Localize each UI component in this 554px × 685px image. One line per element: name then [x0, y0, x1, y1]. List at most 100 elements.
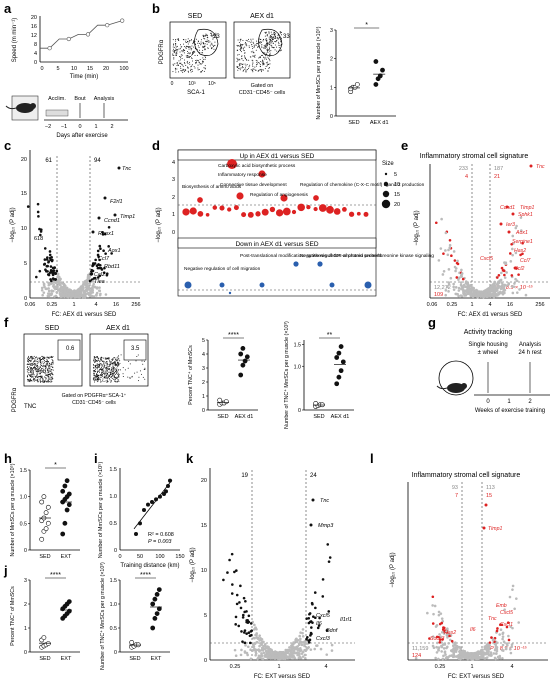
- k-gene-point: [272, 654, 275, 658]
- e-gene-point: [456, 292, 459, 296]
- f-flow-event: [93, 373, 95, 375]
- b-flow-event: [270, 43, 272, 45]
- i-r2: R² = 0.608: [148, 532, 174, 538]
- f-flow-event: [100, 366, 102, 368]
- l-gene-point: [455, 655, 458, 658]
- i-data-point: [150, 500, 154, 504]
- f-flow-event: [51, 373, 53, 375]
- i-xtick: 0: [118, 554, 121, 560]
- f-flow-event: [45, 357, 47, 359]
- f-flow-event: [33, 355, 35, 357]
- b-flow-event: [172, 44, 174, 46]
- timeline-xlabel: Days after exercise: [56, 133, 108, 139]
- b-flow-event: [193, 51, 195, 53]
- c-gene-point: [85, 281, 89, 284]
- b-flow-event: [270, 36, 272, 38]
- b-flow-event: [195, 43, 197, 45]
- f-flow-event: [96, 381, 98, 383]
- k-gene-point: [243, 651, 247, 654]
- j1-sig: ****: [50, 572, 61, 579]
- e-gene-point: [508, 252, 512, 255]
- f-flow-event: [97, 374, 99, 376]
- f-flow-event: [36, 363, 38, 365]
- e-gene-label: Timp1: [520, 205, 534, 211]
- c-gene-point: [54, 272, 57, 275]
- b-flow-event: [244, 43, 246, 45]
- b-flow-event: [188, 48, 190, 50]
- f2-xtick: SED: [313, 414, 324, 420]
- f-flow-event: [27, 375, 29, 377]
- d-ytick: 0: [172, 230, 175, 236]
- f-flow-event: [96, 374, 98, 376]
- i-ytick: 1.0: [109, 494, 117, 500]
- timeline-tick: 2: [110, 124, 113, 130]
- e-gene-point: [455, 261, 459, 265]
- f-flow-event: [100, 363, 102, 365]
- b-flow-event: [266, 40, 268, 42]
- b-flow-event: [192, 40, 194, 42]
- b-flow-event: [241, 67, 243, 69]
- b-flow-event: [275, 33, 277, 35]
- b-flow-event: [278, 42, 280, 44]
- l-gene-point: [501, 643, 505, 647]
- f-flow-event: [114, 370, 116, 372]
- k-gene-point: [295, 647, 299, 651]
- f-flow-event: [144, 378, 146, 380]
- b-flow-event: [204, 43, 206, 45]
- g-label-single-housing: Single housing: [468, 342, 507, 348]
- b-flow-event: [183, 59, 185, 61]
- b-flow-event: [266, 63, 268, 65]
- b-flow-event: [254, 55, 256, 57]
- f-flow-event: [51, 381, 53, 383]
- f-flow-event: [106, 370, 108, 372]
- f-flow-event: [35, 361, 37, 363]
- f-flow-event: [99, 368, 101, 370]
- f-flow-event: [38, 357, 40, 359]
- e-gene-label: Tnc: [536, 164, 545, 170]
- c-gene-point: [91, 291, 95, 294]
- b-flow-plot-sed: [169, 21, 227, 79]
- e-gene-point: [442, 252, 445, 255]
- c-gene-point: [110, 252, 113, 255]
- f-flow-event: [101, 371, 103, 373]
- b-flow-event: [267, 50, 269, 52]
- b-flow-event: [211, 32, 213, 34]
- f-flow-event: [49, 366, 51, 368]
- f-flow-event: [118, 358, 120, 360]
- k-gene-point: [284, 657, 287, 660]
- b-flow-event: [202, 34, 204, 36]
- b-flow-event: [277, 41, 279, 43]
- j2-xtick: SED: [129, 656, 140, 662]
- h-data-point: [39, 499, 45, 505]
- b-flow-event: [239, 65, 241, 67]
- b-flow-event: [172, 39, 174, 41]
- f-flow-event: [44, 365, 46, 367]
- b-flow-event: [180, 59, 182, 61]
- f-flow-event: [48, 381, 50, 383]
- b-gate-aex: [258, 28, 283, 56]
- f-flow-event: [116, 362, 118, 364]
- f-flow-event: [46, 369, 48, 371]
- e-gene-point: [456, 259, 459, 263]
- f-flow-event: [97, 376, 99, 378]
- f-flow-event: [108, 366, 110, 368]
- b-flow-event: [258, 57, 260, 59]
- b-flow-event: [213, 48, 215, 50]
- f-flow-event: [134, 372, 136, 374]
- d-size-title: Size: [382, 161, 394, 167]
- e-gene-point: [514, 251, 518, 255]
- f-flow-event: [128, 360, 130, 362]
- k-gene-point: [293, 647, 297, 651]
- f-flow-event: [100, 376, 102, 378]
- a-xtick: 5: [56, 66, 59, 72]
- f-flow-event: [33, 378, 35, 380]
- b-flow-event: [273, 37, 275, 39]
- b-flow-event: [259, 56, 261, 58]
- b-flow-event: [256, 42, 258, 44]
- f-flow-event: [115, 379, 117, 381]
- l-gene-point: [498, 656, 502, 660]
- c-gene-point: [95, 287, 99, 290]
- c-ytick: 5: [24, 261, 27, 267]
- b-flow-event: [200, 43, 202, 45]
- b-flow-event: [261, 71, 263, 73]
